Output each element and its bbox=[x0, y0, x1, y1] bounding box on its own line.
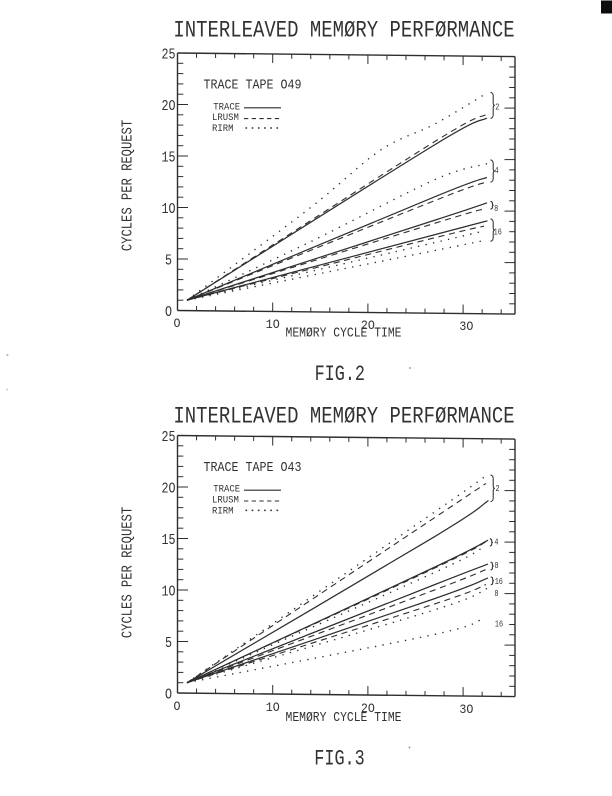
svg-text:RIRM: RIRM bbox=[212, 505, 234, 517]
svg-text:O: O bbox=[165, 686, 172, 703]
svg-text:3O: 3O bbox=[459, 702, 473, 717]
svg-text:2O: 2O bbox=[361, 318, 375, 333]
svg-text:RIRM: RIRM bbox=[212, 123, 234, 135]
svg-text:8: 8 bbox=[494, 589, 498, 599]
svg-text:25: 25 bbox=[161, 429, 175, 446]
svg-text:CYCLES PER REQUEST: CYCLES PER REQUEST bbox=[121, 120, 137, 251]
svg-text:O: O bbox=[173, 316, 180, 331]
svg-text:1O: 1O bbox=[161, 201, 175, 218]
svg-text:1O: 1O bbox=[266, 700, 280, 715]
svg-text:8: 8 bbox=[494, 204, 498, 214]
svg-text:2: 2 bbox=[495, 103, 499, 113]
svg-text:25: 25 bbox=[161, 46, 175, 63]
svg-text:4: 4 bbox=[494, 166, 498, 176]
svg-text:MEMØRY CYCLE TIME: MEMØRY CYCLE TIME bbox=[286, 326, 402, 341]
svg-text:1O: 1O bbox=[266, 317, 280, 332]
svg-text:LRUSM: LRUSM bbox=[212, 112, 239, 124]
svg-text:15: 15 bbox=[161, 532, 175, 549]
svg-text:2O: 2O bbox=[161, 480, 175, 497]
svg-text:FIG.2: FIG.2 bbox=[315, 362, 365, 387]
svg-text:O: O bbox=[173, 699, 180, 714]
svg-text:5: 5 bbox=[165, 252, 172, 269]
svg-text:MEMØRY CYCLE TIME: MEMØRY CYCLE TIME bbox=[286, 710, 402, 725]
svg-text:TRACE TAPE O49: TRACE TAPE O49 bbox=[204, 76, 302, 92]
svg-text:8: 8 bbox=[495, 561, 499, 571]
svg-text:CYCLES PER REQUEST: CYCLES PER REQUEST bbox=[121, 507, 137, 638]
svg-text:5: 5 bbox=[165, 635, 172, 652]
svg-text:3O: 3O bbox=[459, 319, 473, 334]
svg-text:2: 2 bbox=[495, 484, 499, 494]
svg-text:2O: 2O bbox=[161, 98, 175, 115]
svg-text:16: 16 bbox=[495, 619, 503, 629]
svg-text:FIG.3: FIG.3 bbox=[314, 747, 364, 772]
svg-text:TRACE: TRACE bbox=[213, 101, 240, 113]
svg-text:4: 4 bbox=[494, 538, 498, 548]
svg-text:1O: 1O bbox=[161, 583, 175, 600]
svg-text:INTERLEAVED MEMØRY PERFØRMANCE: INTERLEAVED MEMØRY PERFØRMANCE bbox=[173, 18, 514, 44]
svg-text:TRACE TAPE O43: TRACE TAPE O43 bbox=[204, 459, 302, 475]
svg-text:2O: 2O bbox=[361, 701, 375, 716]
svg-text:O: O bbox=[165, 304, 172, 321]
svg-text:16: 16 bbox=[495, 577, 503, 587]
svg-text:LRUSM: LRUSM bbox=[212, 494, 239, 506]
svg-text:INTERLEAVED MEMØRY PERFØRMANCE: INTERLEAVED MEMØRY PERFØRMANCE bbox=[173, 404, 514, 430]
svg-text:16: 16 bbox=[494, 228, 502, 238]
svg-text:15: 15 bbox=[161, 149, 175, 166]
svg-text:TRACE: TRACE bbox=[213, 483, 240, 495]
